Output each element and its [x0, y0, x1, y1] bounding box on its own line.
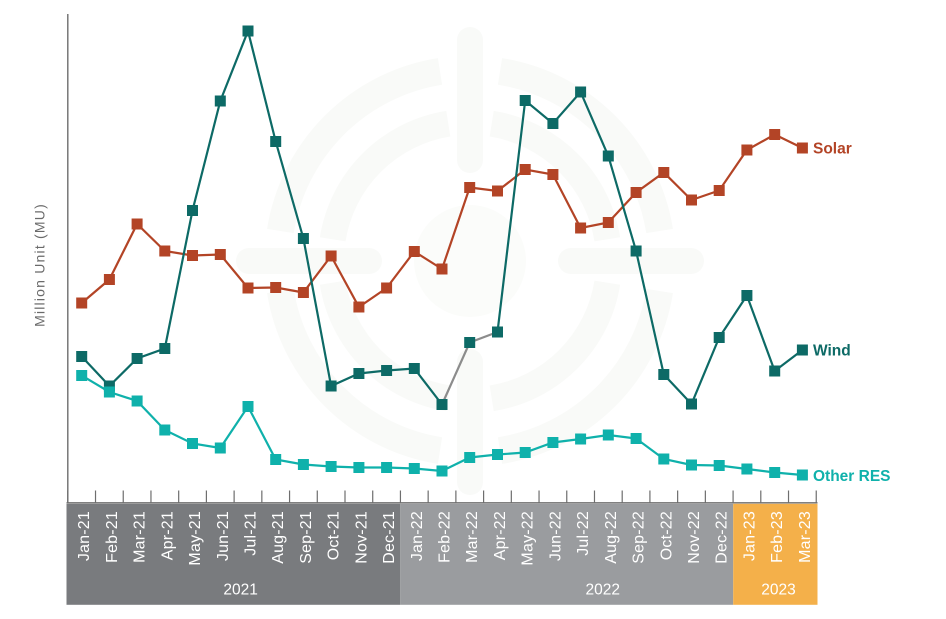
svg-text:Jan-23: Jan-23	[741, 511, 758, 561]
svg-text:Apr-22: Apr-22	[492, 511, 509, 560]
svg-text:Other RES: Other RES	[813, 468, 891, 485]
svg-text:Jan-21: Jan-21	[76, 511, 93, 561]
svg-text:Nov-22: Nov-22	[686, 511, 703, 564]
svg-text:Sep-21: Sep-21	[298, 511, 315, 564]
svg-text:Jul-22: Jul-22	[575, 511, 592, 556]
svg-text:May-22: May-22	[520, 511, 537, 566]
svg-text:Dec-22: Dec-22	[714, 511, 731, 564]
svg-text:Oct-22: Oct-22	[658, 511, 675, 560]
svg-text:Aug-21: Aug-21	[270, 511, 287, 564]
svg-text:Dec-21: Dec-21	[381, 511, 398, 564]
svg-text:Mar-23: Mar-23	[797, 511, 814, 563]
svg-text:2023: 2023	[761, 581, 795, 598]
svg-text:Feb-21: Feb-21	[104, 511, 121, 563]
svg-text:Nov-21: Nov-21	[353, 511, 370, 564]
svg-text:Jan-22: Jan-22	[409, 511, 426, 561]
svg-text:May-21: May-21	[187, 511, 204, 566]
svg-text:2021: 2021	[223, 581, 257, 598]
svg-text:Feb-23: Feb-23	[769, 511, 786, 563]
svg-text:Feb-22: Feb-22	[437, 511, 454, 563]
svg-text:Aug-22: Aug-22	[603, 511, 620, 564]
svg-text:Sep-22: Sep-22	[631, 511, 648, 564]
svg-text:Solar: Solar	[813, 141, 852, 158]
svg-text:Jul-21: Jul-21	[243, 511, 260, 556]
svg-text:2022: 2022	[585, 581, 619, 598]
svg-text:Million Unit (MU): Million Unit (MU)	[32, 203, 48, 327]
svg-text:Wind: Wind	[813, 343, 851, 360]
svg-text:Jun-21: Jun-21	[215, 511, 232, 561]
svg-text:Mar-22: Mar-22	[464, 511, 481, 563]
svg-text:Apr-21: Apr-21	[159, 511, 176, 560]
svg-text:Mar-21: Mar-21	[132, 511, 149, 563]
svg-text:Oct-21: Oct-21	[326, 511, 343, 560]
svg-text:Jun-22: Jun-22	[547, 511, 564, 561]
